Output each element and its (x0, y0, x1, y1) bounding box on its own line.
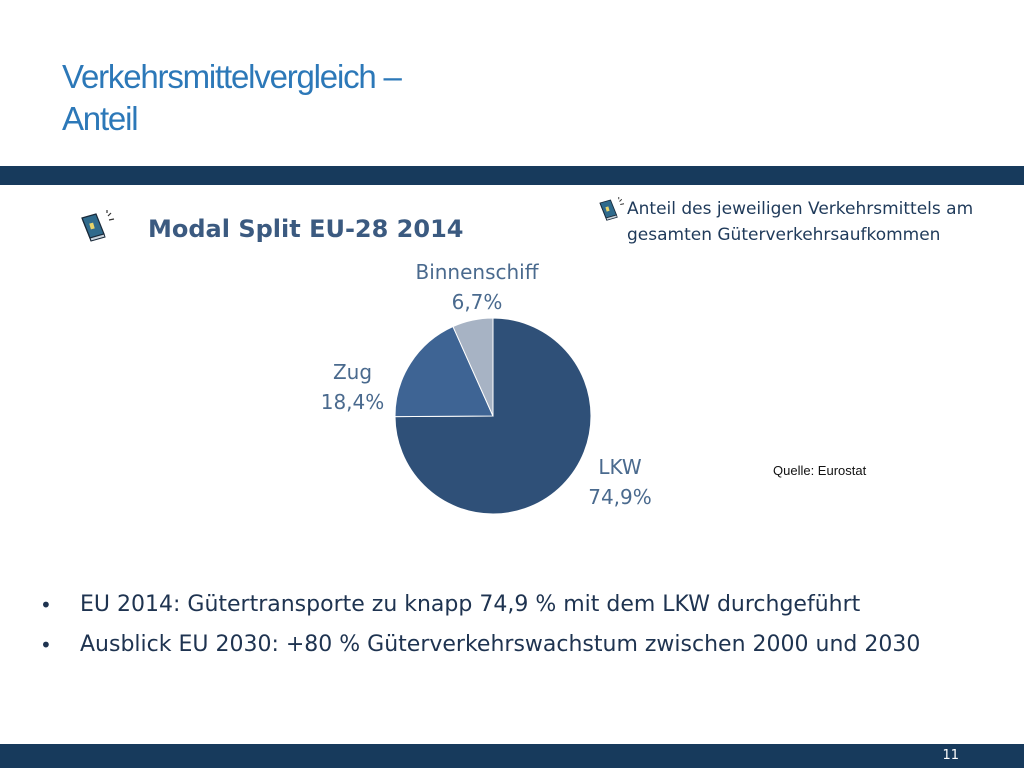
slice-name-lkw: LKW (598, 455, 642, 479)
page-number: 11 (942, 748, 959, 763)
bullet-dot: • (40, 633, 52, 657)
header-band (0, 166, 1024, 185)
chart-note: Anteil des jeweiligen Verkehrsmittels am… (627, 196, 973, 248)
chart-note-line2: gesamten Güterverkehrsaufkommen (627, 225, 941, 245)
bullet-item: • EU 2014: Gütertransporte zu knapp 74,9… (40, 585, 920, 625)
bullet-text: EU 2014: Gütertransporte zu knapp 74,9 %… (80, 592, 861, 617)
slice-label-zug: Zug 18,4% (300, 357, 405, 417)
bullet-list: • EU 2014: Gütertransporte zu knapp 74,9… (40, 585, 920, 665)
book-icon (599, 197, 625, 221)
slice-value-binnenschiff: 6,7% (451, 290, 503, 314)
pie-slice-zug (394, 325, 494, 418)
bullet-text: Ausblick EU 2030: +80 % Güterverkehrswac… (80, 632, 921, 657)
slice-name-binnenschiff: Binnenschiff (415, 260, 539, 284)
bullet-item: • Ausblick EU 2030: +80 % Güterverkehrsw… (40, 625, 920, 665)
pie-slice-binnenschiff (452, 317, 494, 417)
slide-title-line2: Anteil (62, 100, 139, 137)
slice-value-lkw: 74,9% (588, 485, 652, 509)
chart-title: Modal Split EU-28 2014 (148, 215, 464, 243)
slice-label-lkw: LKW 74,9% (570, 452, 670, 512)
bullet-dot: • (40, 593, 52, 617)
slide-title-line1: Verkehrsmittelvergleich – (62, 58, 402, 95)
footer-band (0, 744, 1024, 768)
book-icon (81, 210, 115, 242)
slice-label-binnenschiff: Binnenschiff 6,7% (402, 257, 552, 317)
source-note: Quelle: Eurostat (773, 463, 867, 478)
pie-chart (394, 317, 592, 515)
slice-value-zug: 18,4% (320, 390, 385, 414)
slide-title: Verkehrsmittelvergleich – Anteil (62, 56, 402, 140)
chart-note-line1: Anteil des jeweiligen Verkehrsmittels am (627, 199, 974, 219)
pie-slice-lkw (394, 317, 592, 515)
slice-name-zug: Zug (332, 360, 373, 384)
